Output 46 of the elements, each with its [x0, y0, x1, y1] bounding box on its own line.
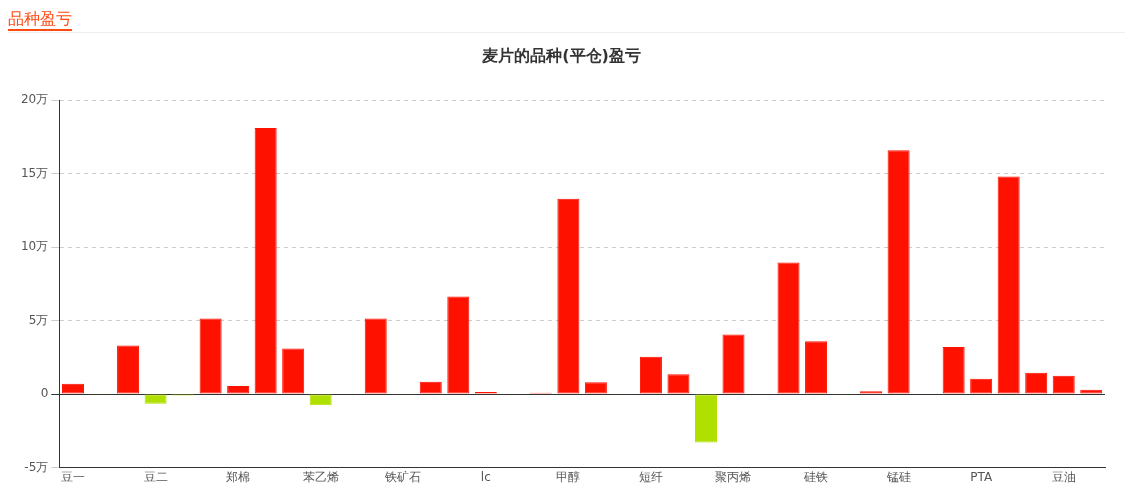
x-tick-label: 豆一 — [61, 469, 86, 484]
y-tick-label: 10万 — [20, 239, 49, 254]
x-tick-label: PTA — [970, 469, 993, 484]
x-tick-label: 短纤 — [638, 469, 663, 484]
bar — [887, 150, 910, 394]
text: 品种盈亏 — [8, 8, 72, 31]
x-tick-label: 聚丙烯 — [715, 469, 752, 484]
bar — [777, 262, 800, 394]
x-tick-label: 硅铁 — [803, 469, 829, 484]
y-tick-label: -5万 — [24, 459, 49, 474]
x-tick-label: 豆二 — [143, 469, 168, 484]
bar — [1025, 372, 1048, 394]
bar — [447, 296, 470, 394]
y-tick-label: 15万 — [20, 165, 49, 180]
bar — [419, 381, 442, 394]
bar — [722, 334, 745, 394]
bar — [942, 347, 965, 394]
bar — [1052, 375, 1075, 394]
bar — [62, 383, 85, 394]
bar — [144, 394, 167, 404]
y-tick-label: 5万 — [28, 312, 49, 327]
bar — [997, 176, 1020, 394]
bar — [694, 394, 717, 443]
x-tick-label: 铁矿石 — [384, 469, 422, 484]
bar — [970, 378, 993, 394]
bar — [227, 386, 250, 394]
x-tick-label: 郑棉 — [226, 469, 251, 484]
bar — [557, 198, 580, 394]
bar — [199, 318, 222, 394]
x-tick-label: 苯乙烯 — [302, 469, 339, 484]
bar — [805, 341, 828, 394]
bar — [309, 394, 332, 406]
x-tick-label: lc — [480, 469, 491, 484]
x-tick-label: 甲醇 — [556, 469, 581, 484]
bar — [282, 348, 305, 394]
bar — [667, 374, 690, 394]
y-tick-label: 20万 — [20, 92, 49, 107]
bar — [584, 382, 607, 394]
bar — [364, 318, 387, 394]
y-tick-label: 0 — [40, 386, 49, 401]
x-tick-label: 锰硅 — [885, 469, 911, 484]
x-tick-label: 豆油 — [1051, 469, 1076, 484]
bar — [254, 128, 277, 394]
chart-title: 麦片的品种(平仓)盈亏 — [481, 45, 641, 65]
bar — [639, 356, 662, 394]
bar — [117, 345, 140, 394]
